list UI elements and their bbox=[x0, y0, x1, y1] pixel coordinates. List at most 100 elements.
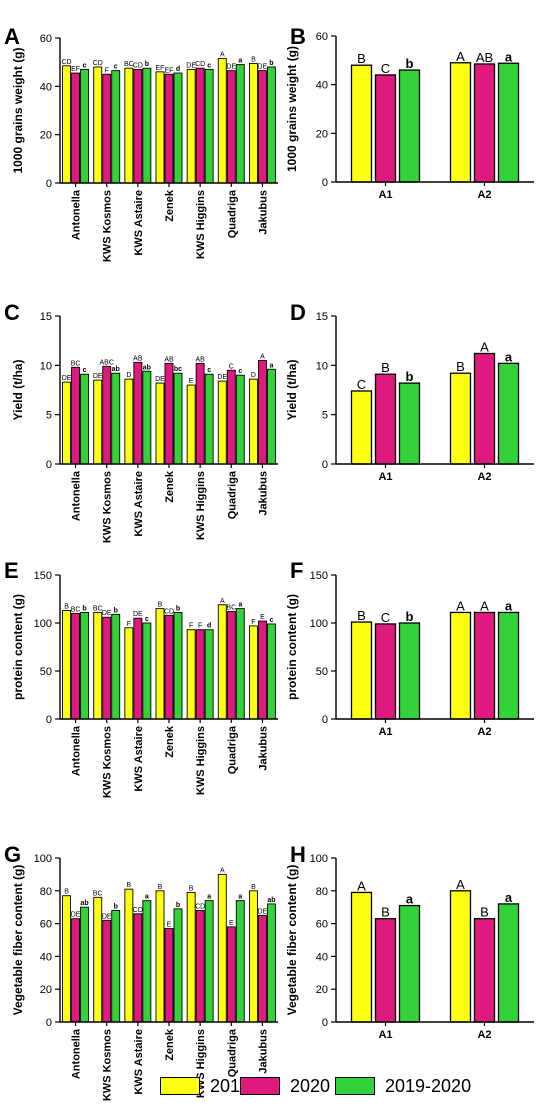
bar-G-jakubus-2019-2020 bbox=[266, 903, 276, 1023]
bar-B-a2-2019-2020 bbox=[497, 62, 520, 183]
bar-G-antonella-2019-2020 bbox=[80, 906, 90, 1023]
significance-letter: b bbox=[269, 60, 273, 67]
significance-letter: A bbox=[456, 598, 465, 613]
significance-letter: DE bbox=[258, 908, 268, 915]
significance-letter: c bbox=[207, 62, 211, 69]
significance-letter: A bbox=[456, 877, 465, 892]
significance-letter: AB bbox=[476, 50, 493, 65]
y-tick-label: 150 bbox=[34, 570, 52, 582]
significance-letter: C bbox=[381, 61, 390, 76]
bar-G-quadriga-2019-2020 bbox=[235, 900, 245, 1023]
bar-E-antonella-2019 bbox=[62, 610, 72, 720]
bar-E-zenek-2020 bbox=[164, 614, 174, 720]
significance-letter: c bbox=[238, 368, 242, 375]
significance-letter: A bbox=[220, 867, 225, 874]
significance-letter: F bbox=[251, 619, 255, 626]
bar-A-zenek-2019-2020 bbox=[173, 72, 183, 184]
bar-C-kws-astaire-2019 bbox=[124, 378, 134, 465]
bar-B-a2-2020 bbox=[473, 63, 496, 183]
significance-letter: a bbox=[238, 602, 242, 609]
significance-letter: E bbox=[260, 614, 265, 621]
significance-letter: c bbox=[114, 64, 118, 71]
significance-letter: F bbox=[198, 623, 202, 630]
y-tick-label: 80 bbox=[316, 886, 328, 898]
significance-letter: CD bbox=[195, 903, 205, 910]
significance-letter: A bbox=[220, 52, 225, 59]
bar-D-a1-2020 bbox=[374, 373, 397, 465]
bar-C-zenek-2019-2020 bbox=[173, 372, 183, 465]
y-tick-label: 20 bbox=[316, 984, 328, 996]
panel-tag-G: G bbox=[4, 842, 21, 867]
significance-letter: c bbox=[83, 367, 87, 374]
significance-letter: a bbox=[145, 894, 149, 901]
panel-tag-C: C bbox=[4, 300, 20, 325]
legend-swatch-2019-2020 bbox=[335, 1077, 375, 1095]
significance-letter: BC bbox=[124, 61, 134, 68]
bar-D-a1-2019-2020 bbox=[398, 382, 421, 465]
significance-letter: a bbox=[207, 894, 211, 901]
bar-A-antonella-2020 bbox=[71, 72, 81, 184]
x-category-label: KWS Astaire bbox=[133, 726, 145, 792]
significance-letter: c bbox=[145, 616, 149, 623]
y-axis-label: Yield (t/ha) bbox=[285, 360, 299, 421]
bar-E-quadriga-2020 bbox=[226, 611, 236, 720]
significance-letter: a bbox=[238, 58, 242, 65]
bar-G-jakubus-2019 bbox=[248, 890, 258, 1023]
y-tick-label: 100 bbox=[310, 853, 328, 865]
panel-tag-D: D bbox=[290, 300, 306, 325]
significance-letter: B bbox=[381, 905, 390, 920]
bar-C-kws-higgins-2020 bbox=[195, 362, 205, 465]
bar-C-kws-astaire-2019-2020 bbox=[142, 370, 152, 465]
significance-letter: c bbox=[83, 62, 87, 69]
bar-D-a2-2020 bbox=[473, 352, 496, 465]
bar-C-kws-higgins-2019 bbox=[186, 384, 196, 465]
significance-letter: EF bbox=[71, 66, 80, 73]
significance-letter: BC bbox=[71, 360, 81, 367]
y-tick-label: 100 bbox=[34, 853, 52, 865]
y-tick-label: 15 bbox=[316, 311, 328, 323]
significance-letter: d bbox=[176, 66, 180, 73]
x-category-label: Jakubus bbox=[257, 190, 269, 235]
significance-letter: B bbox=[158, 884, 163, 891]
y-axis-label: 1000 grains weight (g) bbox=[11, 47, 25, 173]
significance-letter: B bbox=[357, 51, 366, 66]
significance-letter: D bbox=[126, 372, 131, 379]
x-category-label: Quadriga bbox=[226, 470, 238, 519]
bar-G-antonella-2019 bbox=[62, 895, 72, 1023]
bar-E-zenek-2019 bbox=[155, 608, 165, 720]
y-tick-label: 40 bbox=[316, 951, 328, 963]
significance-letter: A bbox=[357, 878, 366, 893]
significance-letter: bc bbox=[174, 366, 182, 373]
significance-letter: D bbox=[251, 372, 256, 379]
y-tick-label: 60 bbox=[40, 919, 52, 931]
significance-letter: b bbox=[114, 607, 118, 614]
bar-A-kws-kosmos-2020 bbox=[102, 73, 112, 184]
significance-letter: A bbox=[456, 49, 465, 64]
x-category-label: Quadriga bbox=[226, 189, 238, 238]
significance-letter: ABC bbox=[100, 359, 114, 366]
bar-G-kws-kosmos-2020 bbox=[102, 919, 112, 1023]
significance-letter: ab bbox=[143, 364, 151, 371]
y-tick-label: 15 bbox=[40, 311, 52, 323]
bar-E-jakubus-2019 bbox=[248, 625, 258, 720]
bar-C-zenek-2019 bbox=[155, 382, 165, 465]
bar-C-kws-astaire-2020 bbox=[133, 361, 143, 465]
significance-letter: A bbox=[480, 598, 489, 613]
x-category-label: KWS Kosmos bbox=[102, 190, 114, 262]
y-axis-label: protein content (g) bbox=[11, 594, 25, 700]
y-tick-label: 100 bbox=[34, 618, 52, 630]
significance-letter: CD bbox=[164, 608, 174, 615]
significance-letter: B bbox=[127, 882, 132, 889]
y-tick-label: 0 bbox=[46, 178, 52, 190]
x-category-label: Jakubus bbox=[257, 471, 269, 516]
bar-G-kws-kosmos-2019-2020 bbox=[111, 910, 121, 1023]
y-tick-label: 50 bbox=[316, 666, 328, 678]
legend-swatch-2019 bbox=[160, 1077, 200, 1095]
bar-G-zenek-2019 bbox=[155, 890, 165, 1023]
bar-E-kws-astaire-2019-2020 bbox=[142, 622, 152, 720]
significance-letter: EF bbox=[165, 67, 174, 74]
y-axis-label: Yield (t/ha) bbox=[11, 360, 25, 421]
